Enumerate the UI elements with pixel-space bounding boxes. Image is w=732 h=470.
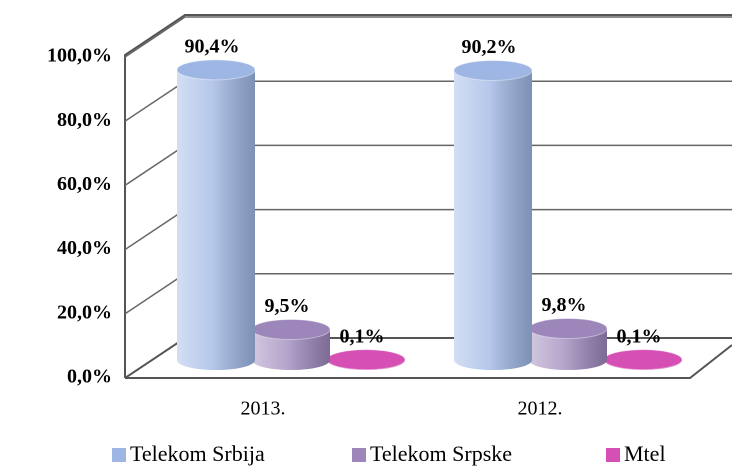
- cylinder-top: [326, 349, 406, 371]
- value-label: 0,1%: [617, 325, 662, 347]
- legend-label: Telekom Srpske: [370, 441, 512, 466]
- cylinder-shine: [177, 69, 255, 370]
- y-tick-label: 80,0%: [57, 109, 112, 131]
- y-tick-label: 100,0%: [47, 45, 112, 67]
- left-wall: [124, 14, 732, 378]
- legend-swatch: [112, 448, 126, 462]
- legend-label: Mtel: [624, 441, 666, 466]
- x-tick-label: 2012.: [518, 398, 563, 420]
- value-label: 0,1%: [340, 325, 385, 347]
- value-label: 9,5%: [265, 295, 310, 317]
- cylinder-top: [453, 59, 533, 81]
- y-tick-label: 60,0%: [57, 173, 112, 195]
- cylinder-shine: [454, 70, 532, 370]
- legend-swatch: [606, 448, 620, 462]
- cylinder-top: [176, 59, 256, 81]
- cylinder-top: [251, 319, 331, 341]
- cylinder-shine: [529, 328, 607, 370]
- cylinder-top: [528, 318, 608, 340]
- y-tick-label: 0,0%: [67, 366, 112, 388]
- value-label: 90,2%: [462, 36, 517, 58]
- y-tick-label: 40,0%: [57, 237, 112, 259]
- value-label: 9,8%: [542, 294, 587, 316]
- cylinder-shine: [252, 329, 330, 370]
- legend-label: Telekom Srbija: [130, 441, 265, 466]
- y-tick-label: 20,0%: [57, 301, 112, 323]
- value-label: 90,4%: [185, 35, 240, 57]
- cylinder-top: [603, 349, 683, 371]
- legend-swatch: [352, 448, 366, 462]
- grid-line: [124, 16, 732, 58]
- x-tick-label: 2013.: [241, 398, 286, 420]
